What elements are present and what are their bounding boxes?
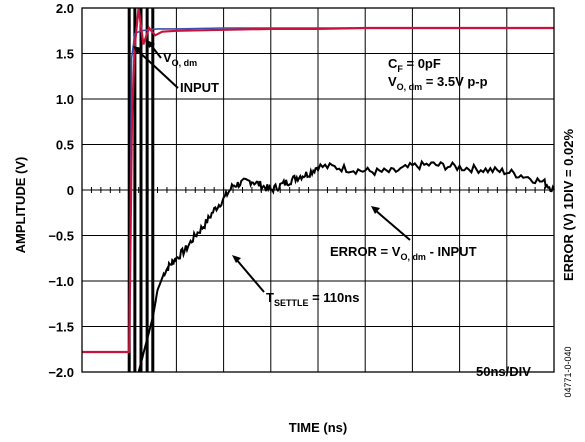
cf-annotation: CF = 0pF (388, 56, 441, 74)
y-tick-label: −0.5 (48, 229, 74, 244)
x-axis-label: TIME (ns) (289, 420, 348, 435)
error-arrow (374, 209, 411, 241)
input-trace-label: INPUT (180, 80, 219, 95)
y-tick-label: 2.0 (56, 1, 74, 16)
y-tick-label: 1.5 (56, 47, 74, 62)
traces (82, 7, 555, 373)
tsettle-annotation: TSETTLE = 110ns (266, 290, 359, 308)
y-tick-label: 1.0 (56, 92, 74, 107)
input-arrow (136, 49, 179, 89)
vo-trace-label: VO, dm (163, 50, 197, 68)
y-tick-label: 0.5 (56, 138, 74, 153)
tsettle-arrow (235, 258, 265, 293)
error-arrow-head (371, 206, 380, 214)
y-tick-label: −1.0 (48, 274, 74, 289)
vo-pp-annotation: VO, dm = 3.5V p-p (388, 74, 488, 92)
error-trace-label: ERROR = VO, dm - INPUT (330, 244, 477, 262)
y-tick-labels: 2.0 1.5 1.0 0.5 0 −0.5 −1.0 −1.5 −2.0 (48, 1, 74, 380)
vo-arrow-head (147, 40, 155, 48)
error-trace (137, 159, 555, 373)
y-tick-label: 0 (67, 183, 74, 198)
plot-frame (81, 7, 555, 373)
y-tick-label: −2.0 (48, 365, 74, 380)
y-axis-label: AMPLITUDE (V) (13, 157, 28, 254)
vo-trace (82, 7, 554, 354)
annotations: VO, dm INPUT CF = 0pF VO, dm = 3.5V p-p … (163, 50, 531, 379)
annotation-arrows (133, 40, 411, 293)
figure-code: 04771-0-040 (563, 346, 573, 397)
tsettle-arrow-head (232, 255, 241, 263)
vo-arrow (149, 43, 162, 59)
y2-axis-label: ERROR (V) 1DIV = 0.02% (561, 129, 576, 282)
input-arrow-head (133, 46, 142, 54)
y-tick-label: −1.5 (48, 320, 74, 335)
